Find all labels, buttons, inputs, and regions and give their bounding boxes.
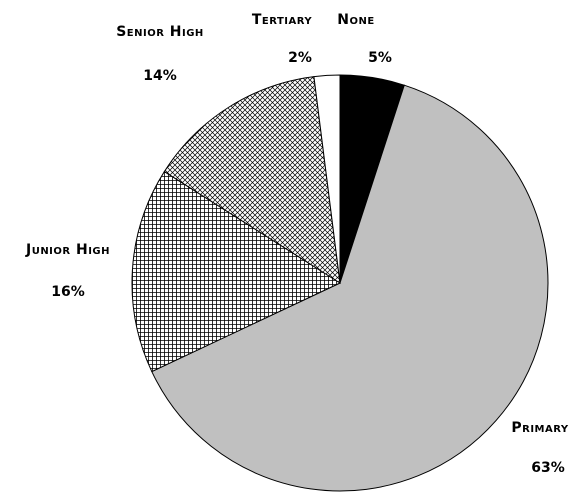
slice-value-label: 16% xyxy=(51,284,85,300)
slice-value-label: 63% xyxy=(531,460,565,476)
slice-name: Tertiary xyxy=(252,12,313,28)
pie-slice xyxy=(151,84,549,492)
slice-value-label: 14% xyxy=(143,68,177,84)
slice-value-label: 2% xyxy=(288,50,312,66)
slice-name: Primary xyxy=(511,420,569,436)
slice-name: Junior High xyxy=(25,242,110,258)
pie-slice xyxy=(131,170,342,373)
slice-value-label: 5% xyxy=(368,50,392,66)
pie-slice xyxy=(313,74,341,284)
slice-name: None xyxy=(337,12,374,28)
pie-slice xyxy=(163,76,341,284)
slice-name: Senior High xyxy=(116,24,204,40)
